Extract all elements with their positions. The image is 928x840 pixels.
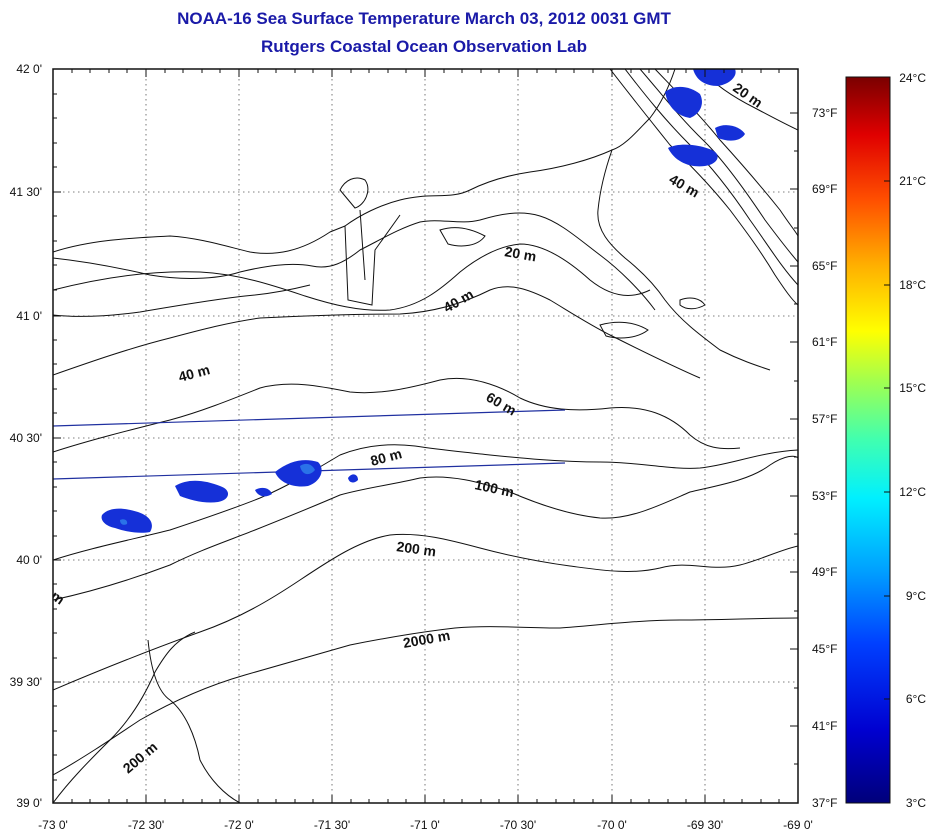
fahrenheit-label: 73°F <box>812 106 837 120</box>
sst-patch-7 <box>693 69 736 86</box>
ticks-top <box>71 69 780 77</box>
contour-label-80m: 80 m <box>369 445 404 469</box>
lon-label: -70 0' <box>597 818 627 832</box>
colorbar <box>845 76 891 804</box>
coastline-connecticut <box>53 212 656 311</box>
lat-label: 39 0' <box>16 796 42 810</box>
contour-label-200m: 200 m <box>396 538 438 559</box>
contour-label-40m-a: 40 m <box>441 286 477 316</box>
contour-label-40m-b: 40 m <box>177 361 212 385</box>
contour-label-2000m: 2000 m <box>402 627 452 651</box>
longitude-labels: -73 0' -72 30' -72 0' -71 30' -71 0' -70… <box>38 818 813 832</box>
lat-label: 40 30' <box>10 431 42 445</box>
lon-label: -71 30' <box>314 818 350 832</box>
contour-label-100m: 100 m <box>473 476 515 500</box>
ticks-right <box>790 112 798 804</box>
map-subtitle: Rutgers Coastal Ocean Observation Lab <box>261 37 587 56</box>
celsius-label: 24°C <box>899 71 926 85</box>
map-grid <box>53 69 798 803</box>
latitude-labels: 42 0' 41 30' 41 0' 40 30' 40 0' 39 30' 3… <box>10 62 42 810</box>
islands <box>439 227 706 339</box>
contour-label-20m-ne: 20 m <box>730 79 765 110</box>
lat-label: 39 30' <box>10 675 42 689</box>
celsius-label: 12°C <box>899 485 926 499</box>
fahrenheit-label: 37°F <box>812 796 837 810</box>
lon-label: -73 0' <box>38 818 68 832</box>
contour-label-60m: 60 m <box>484 389 520 419</box>
lat-label: 42 0' <box>16 62 42 76</box>
sst-patch-3 <box>255 487 272 497</box>
contour-40m <box>53 286 701 379</box>
contour-ne-steep <box>609 69 798 306</box>
contour-canyon <box>147 639 241 803</box>
celsius-label: 18°C <box>899 278 926 292</box>
contour-labels: 20 m 40 m 40 m 60 m 80 m 100 m 200 m 200… <box>48 79 766 777</box>
fahrenheit-label: 53°F <box>812 489 837 503</box>
lon-label: -72 30' <box>128 818 164 832</box>
fahrenheit-label: 69°F <box>812 182 837 196</box>
sst-patch-2 <box>175 480 229 503</box>
lon-label: -72 0' <box>224 818 254 832</box>
contour-60m <box>53 377 741 453</box>
sst-patches <box>101 69 745 533</box>
ticks-bottom <box>52 795 799 803</box>
celsius-label: 3°C <box>906 796 926 810</box>
contour-label-edge: m <box>48 587 67 607</box>
sst-patch-8 <box>668 144 718 167</box>
lat-label: 41 0' <box>16 309 42 323</box>
coastline-cape-cod <box>597 149 771 371</box>
contour-2000m <box>53 617 798 776</box>
contour-100m <box>53 455 798 601</box>
celsius-label: 9°C <box>906 589 926 603</box>
map-title: NOAA-16 Sea Surface Temperature March 03… <box>177 9 671 28</box>
contour-200m <box>53 533 798 691</box>
sst-patch-6 <box>665 86 702 118</box>
lat-label: 41 30' <box>10 185 42 199</box>
ticks-left <box>53 68 61 781</box>
celsius-label: 21°C <box>899 174 926 188</box>
fahrenheit-label: 61°F <box>812 335 837 349</box>
fahrenheit-label: 41°F <box>812 719 837 733</box>
lon-label: -69 0' <box>783 818 813 832</box>
lon-label: -69 30' <box>687 818 723 832</box>
lon-label: -71 0' <box>410 818 440 832</box>
coastline-south-shore <box>53 284 311 317</box>
sst-patch-9 <box>715 125 745 141</box>
fahrenheit-label: 65°F <box>812 259 837 273</box>
sst-patch-1 <box>101 508 152 533</box>
coastline-long-island <box>53 69 676 254</box>
contour-label-200m-south: 200 m <box>120 739 161 777</box>
fahrenheit-labels: 73°F 69°F 65°F 61°F 57°F 53°F 49°F 45°F … <box>812 106 837 810</box>
celsius-labels: 24°C 21°C 18°C 15°C 12°C 9°C 6°C 3°C <box>899 71 926 810</box>
fahrenheit-label: 45°F <box>812 642 837 656</box>
sst-warm-spots <box>120 463 315 525</box>
lon-label: -70 30' <box>500 818 536 832</box>
contour-20m <box>53 243 651 311</box>
contour-label-40m-ne: 40 m <box>667 171 703 201</box>
contour-200m-south <box>53 631 196 803</box>
celsius-label: 15°C <box>899 381 926 395</box>
coastline-bays <box>339 177 401 306</box>
lat-label: 40 0' <box>16 553 42 567</box>
sst-patch-5 <box>348 474 358 483</box>
fahrenheit-label: 49°F <box>812 565 837 579</box>
contour-80m <box>53 444 798 561</box>
sst-patch-4 <box>275 460 322 487</box>
fahrenheit-label: 57°F <box>812 412 837 426</box>
contour-label-20m: 20 m <box>503 243 537 264</box>
celsius-label: 6°C <box>906 692 926 706</box>
colorbar-ticks <box>884 180 890 700</box>
